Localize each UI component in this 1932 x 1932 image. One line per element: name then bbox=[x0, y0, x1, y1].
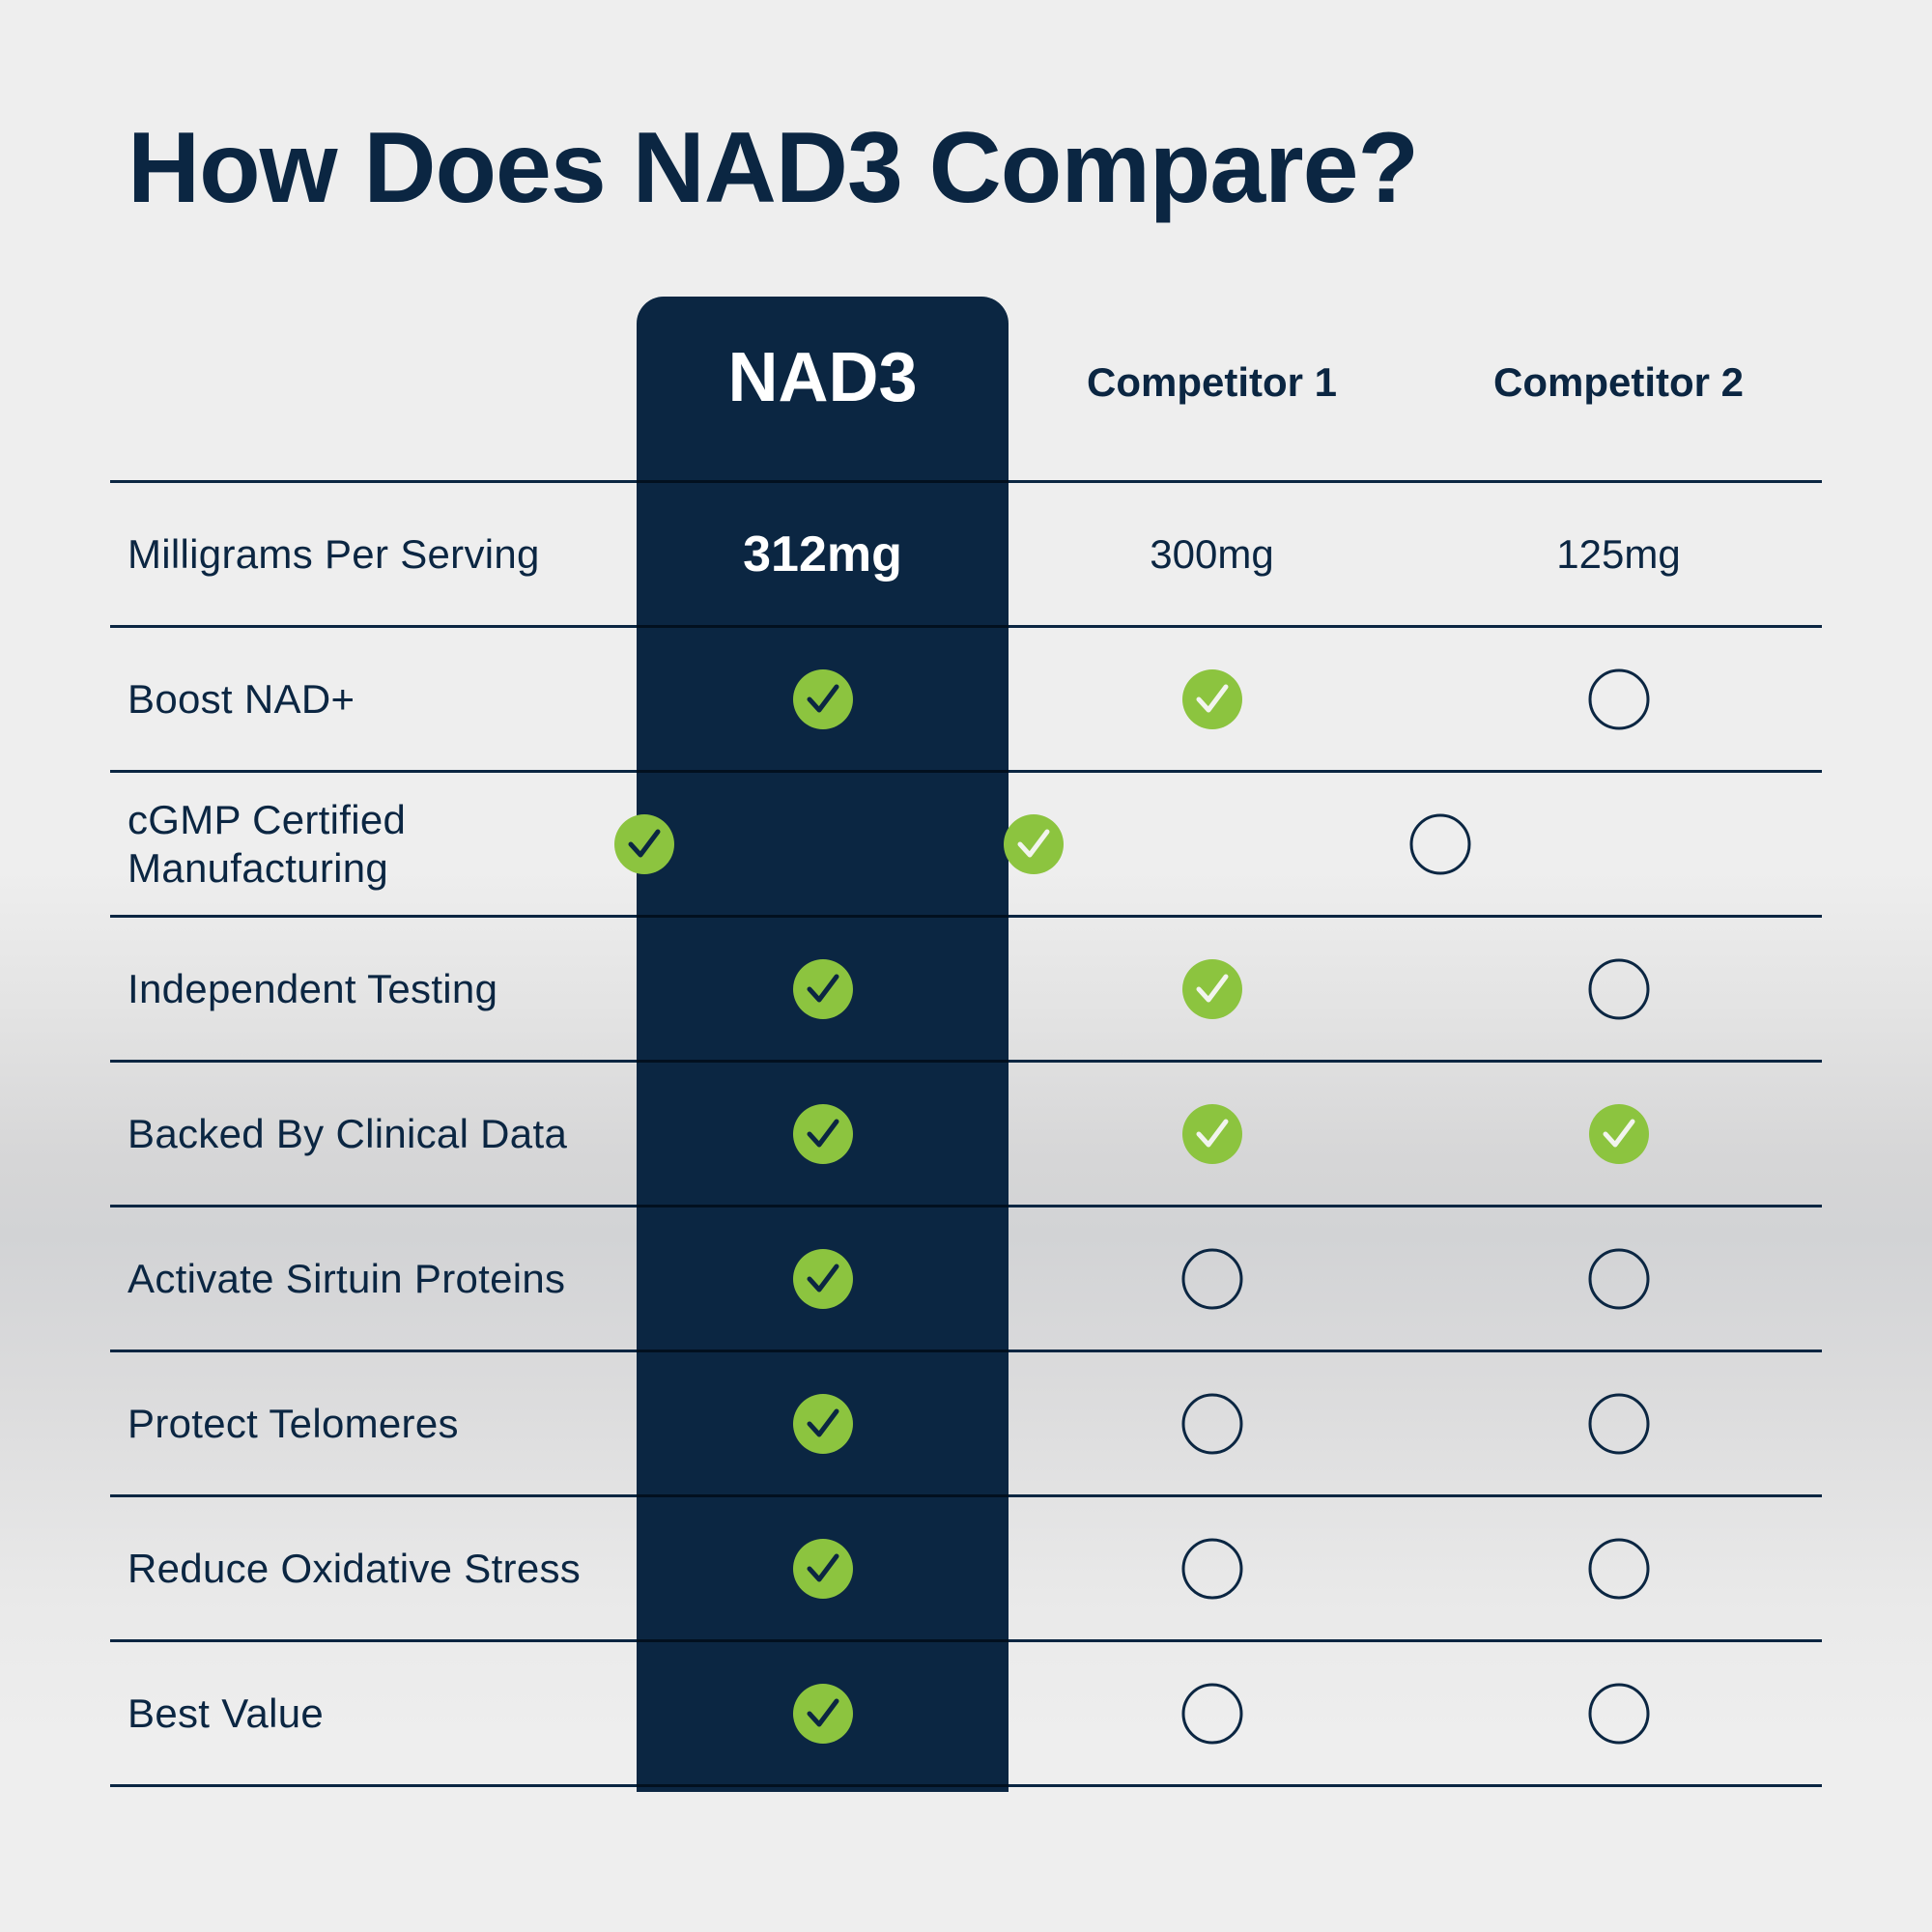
feature-label: Protect Telomeres bbox=[128, 1400, 459, 1446]
table-body: Milligrams Per Serving 312mg 300mg 125mg Boo… bbox=[110, 483, 1822, 1787]
competitor1-cell bbox=[1009, 1538, 1415, 1600]
divider bbox=[110, 1494, 1822, 1497]
check-icon bbox=[792, 1683, 853, 1744]
table-row: cGMP Certified Manufacturing bbox=[110, 773, 1822, 915]
check-icon bbox=[1181, 958, 1242, 1019]
check-icon bbox=[613, 813, 674, 874]
empty-circle-icon bbox=[1588, 1683, 1649, 1744]
table-header: NAD3 Competitor 1 Competitor 2 bbox=[110, 297, 1822, 480]
empty-circle-icon bbox=[1181, 1683, 1242, 1744]
nad3-cell bbox=[637, 1683, 1009, 1744]
feature-label: Milligrams Per Serving bbox=[128, 530, 540, 577]
divider bbox=[110, 770, 1822, 773]
check-icon bbox=[792, 668, 853, 729]
empty-circle-icon bbox=[1181, 1538, 1242, 1599]
empty-circle-icon bbox=[1181, 1393, 1242, 1454]
comparison-table: NAD3 Competitor 1 Competitor 2 Milligram… bbox=[110, 297, 1822, 1787]
header-competitor-2: Competitor 2 bbox=[1492, 359, 1744, 405]
check-icon bbox=[792, 1538, 853, 1599]
empty-circle-icon bbox=[1588, 1538, 1649, 1599]
competitor1-cell bbox=[1009, 958, 1415, 1019]
competitor1-cell bbox=[1009, 1103, 1415, 1164]
competitor2-cell bbox=[1415, 958, 1822, 1020]
check-icon bbox=[792, 958, 853, 1019]
check-icon bbox=[792, 1103, 853, 1164]
nad3-cell bbox=[637, 1538, 1009, 1599]
competitor2-value: 125mg bbox=[1556, 530, 1681, 577]
nad3-value: 312mg bbox=[743, 526, 902, 582]
empty-circle-icon bbox=[1588, 668, 1649, 729]
competitor1-cell bbox=[1009, 1683, 1415, 1745]
check-icon bbox=[1588, 1103, 1649, 1164]
empty-circle-icon bbox=[1409, 813, 1470, 874]
nad3-cell bbox=[458, 813, 830, 874]
empty-circle-icon bbox=[1588, 1393, 1649, 1454]
feature-label: Boost NAD+ bbox=[128, 675, 355, 722]
feature-label: Activate Sirtuin Proteins bbox=[128, 1255, 566, 1301]
feature-label: cGMP Certified Manufacturing bbox=[128, 796, 407, 891]
competitor2-cell bbox=[1415, 1683, 1822, 1745]
divider bbox=[110, 1060, 1822, 1063]
divider bbox=[110, 480, 1822, 483]
competitor2-cell bbox=[1236, 813, 1643, 875]
table-row: Independent Testing bbox=[110, 918, 1822, 1060]
feature-label: Independent Testing bbox=[128, 965, 498, 1011]
check-icon bbox=[792, 1393, 853, 1454]
table-row: Boost NAD+ bbox=[110, 628, 1822, 770]
competitor2-cell bbox=[1415, 668, 1822, 730]
check-icon bbox=[792, 1248, 853, 1309]
table-row: Reduce Oxidative Stress bbox=[110, 1497, 1822, 1639]
empty-circle-icon bbox=[1588, 958, 1649, 1019]
competitor1-cell bbox=[1009, 1393, 1415, 1455]
nad3-cell bbox=[637, 958, 1009, 1019]
table-row: Backed By Clinical Data bbox=[110, 1063, 1822, 1205]
divider bbox=[110, 1205, 1822, 1208]
nad3-cell bbox=[637, 1393, 1009, 1454]
check-icon bbox=[1181, 1103, 1242, 1164]
competitor2-cell bbox=[1415, 1248, 1822, 1310]
empty-circle-icon bbox=[1181, 1248, 1242, 1309]
empty-circle-icon bbox=[1588, 1248, 1649, 1309]
header-competitor-1: Competitor 1 bbox=[1086, 359, 1337, 405]
table-row: Best Value bbox=[110, 1642, 1822, 1784]
nad3-cell bbox=[637, 1248, 1009, 1309]
nad3-cell bbox=[637, 668, 1009, 729]
competitor2-cell bbox=[1415, 1103, 1822, 1164]
divider bbox=[110, 1639, 1822, 1642]
check-icon bbox=[1003, 813, 1064, 874]
divider bbox=[110, 1350, 1822, 1352]
divider bbox=[110, 915, 1822, 918]
competitor2-cell bbox=[1415, 1393, 1822, 1455]
table-row: Activate Sirtuin Proteins bbox=[110, 1208, 1822, 1350]
nad3-cell bbox=[637, 1103, 1009, 1164]
table-row: Milligrams Per Serving 312mg 300mg 125mg bbox=[110, 483, 1822, 625]
competitor2-cell bbox=[1415, 1538, 1822, 1600]
divider bbox=[110, 1784, 1822, 1787]
competitor1-value: 300mg bbox=[1150, 530, 1274, 577]
competitor1-cell bbox=[1009, 668, 1415, 729]
competitor2-cell: 125mg bbox=[1415, 531, 1822, 578]
competitor1-cell bbox=[1009, 1248, 1415, 1310]
feature-label: Backed By Clinical Data bbox=[128, 1110, 568, 1156]
feature-label: Reduce Oxidative Stress bbox=[128, 1545, 582, 1591]
table-row: Protect Telomeres bbox=[110, 1352, 1822, 1494]
header-nad3: NAD3 bbox=[727, 339, 918, 416]
check-icon bbox=[1181, 668, 1242, 729]
competitor1-cell: 300mg bbox=[1009, 531, 1415, 578]
divider bbox=[110, 625, 1822, 628]
feature-label: Best Value bbox=[128, 1690, 325, 1736]
page-title: How Does NAD3 Compare? bbox=[128, 112, 1419, 224]
nad3-cell: 312mg bbox=[637, 526, 1009, 583]
competitor1-cell bbox=[830, 813, 1236, 874]
